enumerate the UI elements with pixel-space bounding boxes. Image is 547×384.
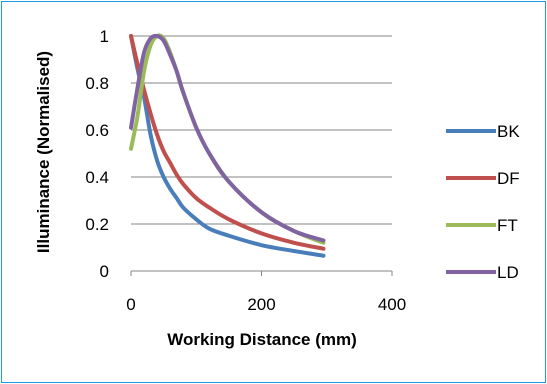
x-tick-label: 200 [247,295,275,314]
legend: BK DF FT LD [446,122,520,282]
series-lines [129,33,326,258]
y-tick-label: 0.6 [85,121,109,140]
legend-label-bk: BK [497,122,520,141]
legend-label-ft: FT [497,216,518,235]
x-tick-label: 400 [378,295,406,314]
x-tick-label: 0 [126,295,135,314]
series-line-bk [129,34,326,258]
y-tick-label: 0 [100,262,109,281]
x-axis-title: Working Distance (mm) [167,330,357,349]
y-tick-label: 0.2 [85,215,109,234]
legend-label-df: DF [497,169,520,188]
y-tick-label: 0.8 [85,74,109,93]
legend-label-ld: LD [497,263,519,282]
series-line-ld [129,33,326,243]
tick-labels: 0 0.2 0.4 0.6 0.8 1 0 200 400 [85,27,406,314]
y-tick-label: 1 [100,27,109,46]
gridlines [131,35,392,225]
y-tick-label: 0.4 [85,168,109,187]
series-line-df [129,34,326,251]
y-axis-title: Illuminance (Normalised) [34,51,53,253]
